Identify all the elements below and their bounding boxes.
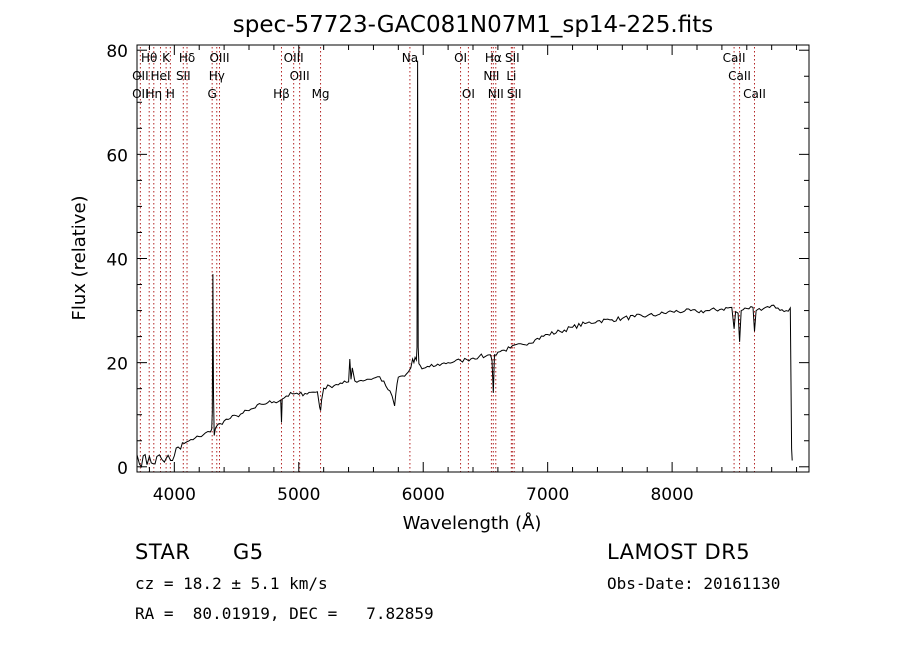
y-tick-label: 0 <box>117 459 128 479</box>
line-label: Hθ <box>141 51 157 65</box>
line-label: CaII <box>728 69 751 83</box>
line-label: Hγ <box>209 69 225 83</box>
line-label: Hη <box>145 87 162 101</box>
line-label: Hβ <box>273 87 290 101</box>
coordinates: RA = 80.01919, DEC = 7.82859 <box>135 604 434 623</box>
x-tick-label: 4000 <box>153 485 196 505</box>
survey-name: LAMOST DR5 <box>607 540 751 564</box>
line-label: CaII <box>743 87 766 101</box>
x-tick-label: 6000 <box>402 485 445 505</box>
x-axis-label: Wavelength (Å) <box>403 512 542 534</box>
spectrum-line <box>136 60 793 469</box>
y-tick-label: 80 <box>106 42 128 62</box>
object-subclass: G5 <box>233 540 264 564</box>
line-label: SII <box>176 69 191 83</box>
line-label: K <box>162 51 171 65</box>
x-tick-label: 7000 <box>526 485 569 505</box>
observation-date: Obs-Date: 20161130 <box>607 574 781 593</box>
line-label: OIII <box>290 69 310 83</box>
chart-title: spec-57723-GAC081N07M1_sp14-225.fits <box>233 12 713 38</box>
x-axis: 4000 5000 6000 7000 8000 <box>148 45 798 505</box>
y-axis: 0 20 40 60 80 <box>106 42 809 479</box>
line-label: Hα <box>485 51 502 65</box>
line-label: OI <box>462 87 475 101</box>
x-tick-label: 8000 <box>650 485 693 505</box>
line-label: OIII <box>284 51 304 65</box>
line-label: SII <box>505 51 520 65</box>
line-label: Mg <box>312 87 330 101</box>
line-label: NII <box>483 69 499 83</box>
line-label: OI <box>454 51 467 65</box>
line-label: Hδ <box>179 51 195 65</box>
object-class: STAR <box>135 540 191 564</box>
line-label: Na <box>402 51 418 65</box>
line-label: Li <box>506 69 516 83</box>
line-label: HeI <box>151 69 171 83</box>
plot-frame <box>136 44 810 473</box>
x-tick-label: 5000 <box>277 485 320 505</box>
y-tick-label: 40 <box>106 251 128 271</box>
redshift-velocity: cz = 18.2 ± 5.1 km/s <box>135 574 328 593</box>
line-label: OII <box>132 87 149 101</box>
y-tick-label: 20 <box>106 355 128 375</box>
line-label: H <box>166 87 175 101</box>
y-axis-label: Flux (relative) <box>69 195 90 320</box>
line-label: OIII <box>209 51 229 65</box>
line-label: G <box>208 87 217 101</box>
line-label: SII <box>507 87 522 101</box>
line-label: NII <box>488 87 504 101</box>
spectral-line-markers <box>139 47 755 472</box>
y-tick-label: 60 <box>106 146 128 166</box>
line-label: CaII <box>723 51 746 65</box>
